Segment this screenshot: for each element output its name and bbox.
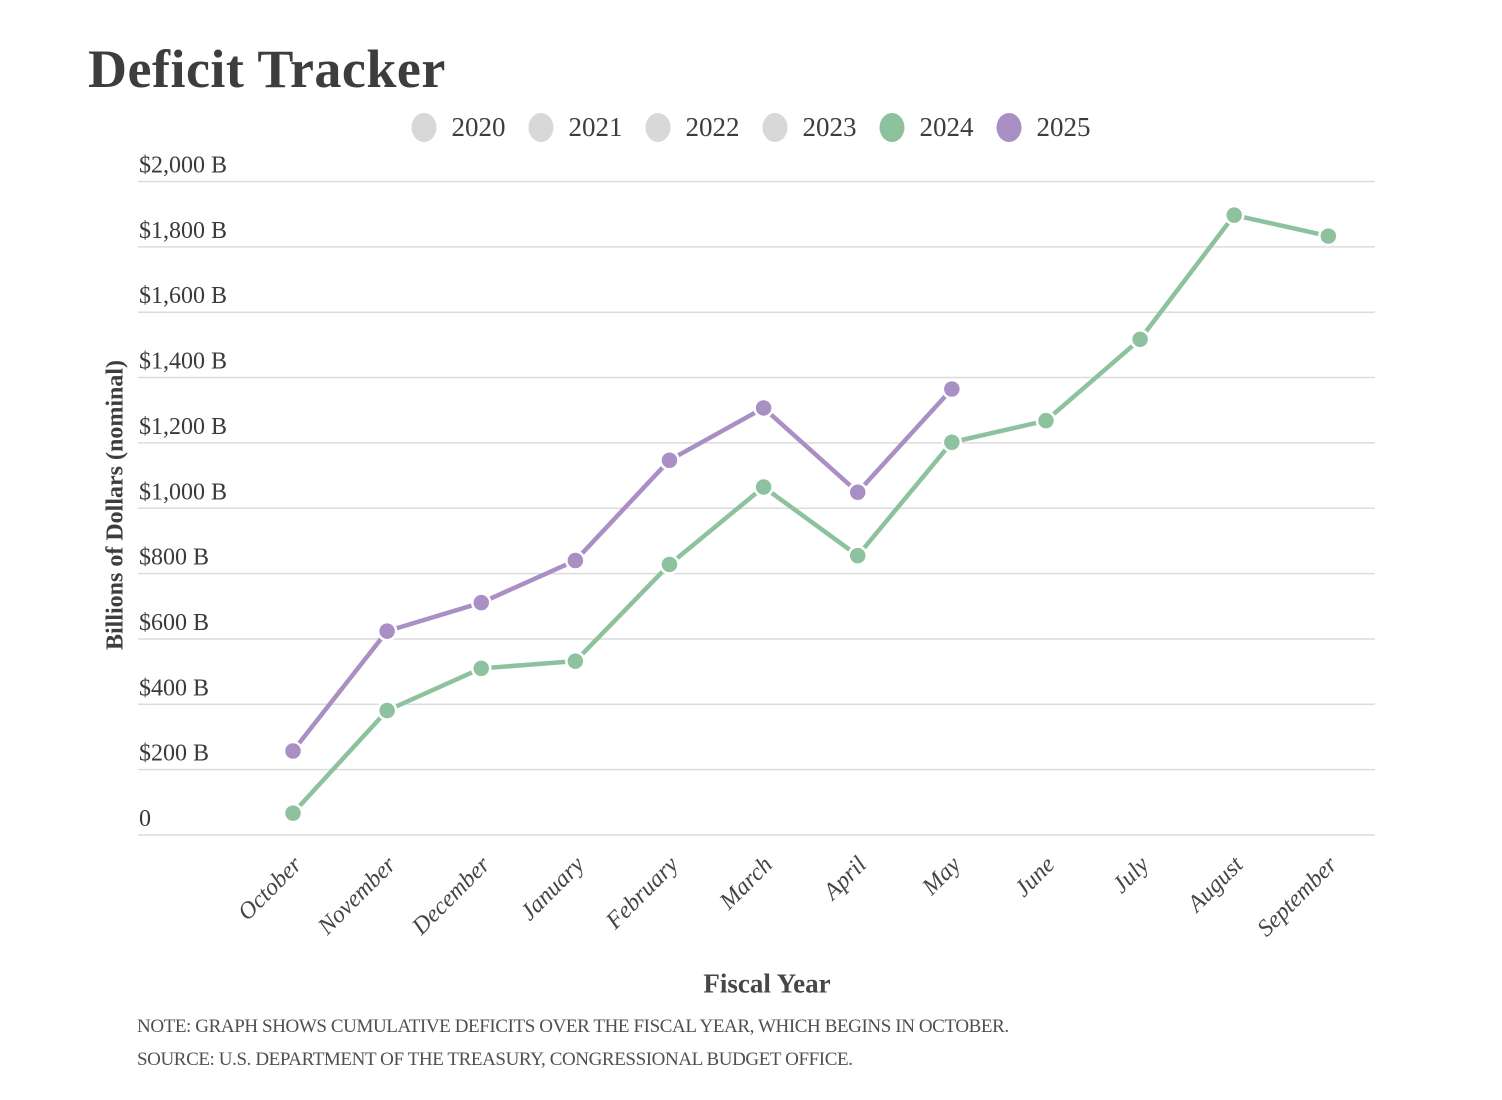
data-point-2024-April[interactable]: [847, 545, 868, 566]
y-tick-label: 0: [139, 806, 151, 832]
legend-item-label: 2021: [568, 112, 623, 142]
y-tick-label: $1,000 B: [139, 479, 227, 505]
data-point-2024-June[interactable]: [1035, 410, 1057, 431]
data-point-2025-January[interactable]: [565, 550, 586, 571]
data-point-2024-December[interactable]: [470, 658, 492, 679]
legend-item-2025[interactable]: 2025: [996, 112, 1091, 143]
data-point-2024-August[interactable]: [1223, 204, 1245, 226]
legend-item-label: 2025: [1036, 112, 1091, 142]
data-point-2024-May[interactable]: [941, 431, 963, 453]
source-text: SOURCE: U.S. DEPARTMENT OF THE TREASURY,…: [137, 1049, 853, 1070]
y-tick-label: $800 B: [139, 545, 209, 571]
x-tick-label: August: [1181, 851, 1249, 919]
x-tick-label: April: [817, 852, 872, 907]
legend: 2020 2021 2022 2023 2024 2025: [411, 112, 1091, 143]
data-point-2025-December[interactable]: [470, 592, 492, 613]
y-tick-label: $200 B: [139, 741, 209, 767]
legend-item-2024[interactable]: 2024: [879, 112, 974, 143]
y-tick-label: $2,000 B: [139, 153, 227, 179]
x-tick-label: July: [1108, 852, 1155, 899]
note-text: NOTE: GRAPH SHOWS CUMULATIVE DEFICITS OV…: [137, 1016, 1009, 1037]
x-axis-title: Fiscal Year: [703, 968, 831, 999]
series-line-2025: [290, 386, 955, 754]
legend-item-2021[interactable]: 2021: [528, 112, 623, 143]
legend-item-label: 2024: [919, 112, 974, 142]
x-tick-label: October: [233, 851, 307, 925]
page-title: Deficit Tracker: [88, 39, 446, 99]
legend-dot-icon: [879, 113, 905, 142]
y-tick-label: $1,800 B: [139, 218, 227, 244]
data-point-2024-July[interactable]: [1129, 329, 1151, 350]
data-point-2024-October[interactable]: [282, 802, 304, 824]
x-tick-label: September: [1253, 851, 1343, 941]
legend-dot-icon: [411, 113, 437, 142]
legend-dot-icon: [645, 113, 671, 142]
data-point-2025-October[interactable]: [282, 740, 304, 762]
y-tick-label: $600 B: [139, 610, 209, 636]
data-point-2025-April[interactable]: [847, 481, 868, 503]
legend-item-2023[interactable]: 2023: [762, 112, 857, 143]
x-tick-label: March: [714, 852, 778, 916]
data-point-2024-September[interactable]: [1318, 225, 1339, 247]
series-line-2024: [290, 212, 1331, 816]
x-tick-label: January: [516, 852, 590, 926]
legend-item-2020[interactable]: 2020: [411, 112, 506, 143]
legend-item-label: 2020: [451, 112, 506, 142]
y-tick-label: $1,600 B: [139, 283, 227, 309]
y-tick-label: $400 B: [139, 675, 209, 701]
legend-dot-icon: [528, 113, 554, 142]
legend-item-label: 2023: [802, 112, 857, 142]
data-point-2025-November[interactable]: [376, 620, 398, 642]
y-tick-label: $1,200 B: [139, 414, 227, 440]
x-tick-label: June: [1010, 852, 1061, 903]
data-point-2024-January[interactable]: [565, 650, 586, 672]
legend-dot-icon: [762, 113, 788, 142]
x-tick-label: November: [313, 851, 402, 940]
legend-item-label: 2022: [685, 112, 740, 142]
x-tick-label: December: [407, 851, 496, 940]
data-point-2024-November[interactable]: [376, 700, 398, 721]
data-point-2024-March[interactable]: [753, 476, 774, 498]
y-axis-title: Billions of Dollars (nominal): [102, 359, 129, 651]
data-point-2025-February[interactable]: [659, 449, 680, 471]
data-point-2025-May[interactable]: [941, 378, 963, 400]
data-point-2024-February[interactable]: [659, 554, 680, 575]
legend-item-2022[interactable]: 2022: [645, 112, 740, 143]
data-point-2025-March[interactable]: [753, 397, 774, 419]
x-tick-label: May: [917, 852, 966, 901]
y-tick-label: $1,400 B: [139, 349, 227, 375]
x-tick-label: February: [601, 852, 684, 935]
legend-dot-icon: [996, 113, 1022, 142]
